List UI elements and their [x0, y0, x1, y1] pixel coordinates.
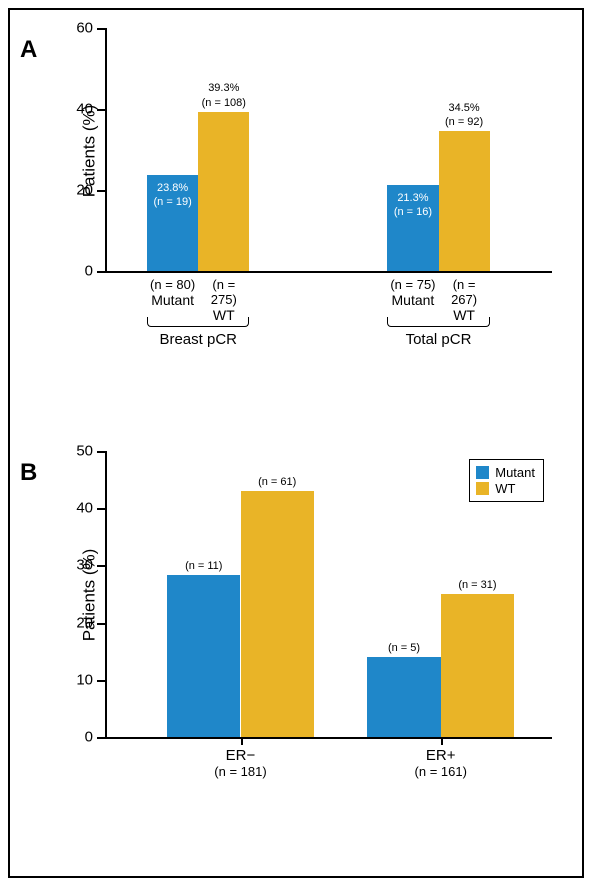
bar: 39.3%(n = 108) — [198, 112, 249, 271]
figure-container: A 020406023.8%(n = 19)(n = 80)Mutant39.3… — [8, 8, 584, 878]
bar: (n = 5) — [367, 657, 440, 737]
bar: 34.5%(n = 92) — [439, 131, 490, 271]
x-category: (n = 80)Mutant — [147, 271, 198, 308]
panel-b: B 01020304050(n = 11)(n = 61)ER−(n = 181… — [10, 451, 582, 876]
ytick-label: 0 — [85, 263, 107, 280]
legend-label: Mutant — [495, 465, 535, 480]
legend-item: Mutant — [476, 465, 535, 480]
bar-value-label: (n = 31) — [417, 578, 537, 594]
group-label: Breast pCR — [147, 331, 249, 348]
panel-b-legend: MutantWT — [469, 459, 544, 502]
bar: (n = 31) — [441, 594, 514, 737]
group-label: Total pCR — [387, 331, 489, 348]
ytick-label: 60 — [76, 20, 107, 37]
bar-value-label: (n = 61) — [217, 475, 337, 491]
legend-swatch — [476, 466, 489, 479]
ytick-label: 50 — [76, 443, 107, 460]
panel-a-label: A — [20, 36, 37, 64]
panel-a: A 020406023.8%(n = 19)(n = 80)Mutant39.3… — [10, 28, 582, 433]
bar: 21.3%(n = 16) — [387, 185, 438, 271]
panel-a-chart: 020406023.8%(n = 19)(n = 80)Mutant39.3%(… — [105, 28, 552, 273]
group-bracket — [147, 317, 249, 327]
bar: 23.8%(n = 19) — [147, 175, 198, 271]
panel-b-ylabel: Patients (%) — [79, 549, 99, 642]
x-category: (n = 267)WT — [439, 271, 490, 323]
bar: (n = 11) — [167, 575, 240, 737]
xtick — [241, 737, 243, 745]
bar-value-label: 39.3%(n = 108) — [164, 81, 284, 112]
panel-a-ylabel: Patients (%) — [79, 104, 99, 197]
panel-b-label: B — [20, 459, 37, 487]
group-bracket — [387, 317, 489, 327]
legend-swatch — [476, 482, 489, 495]
bar-value-label: 34.5%(n = 92) — [404, 101, 524, 132]
bar: (n = 61) — [241, 491, 314, 737]
ytick-label: 40 — [76, 500, 107, 517]
panel-b-chart: 01020304050(n = 11)(n = 61)ER−(n = 181)(… — [105, 451, 552, 739]
x-group-label: ER+(n = 161) — [367, 747, 514, 779]
legend-item: WT — [476, 481, 535, 496]
ytick-label: 10 — [76, 671, 107, 688]
x-category: (n = 75)Mutant — [387, 271, 438, 308]
x-category: (n = 275)WT — [198, 271, 249, 323]
ytick-label: 0 — [85, 729, 107, 746]
panel-a-plot: 020406023.8%(n = 19)(n = 80)Mutant39.3%(… — [105, 28, 552, 273]
xtick — [441, 737, 443, 745]
x-group-label: ER−(n = 181) — [167, 747, 314, 779]
legend-label: WT — [495, 481, 515, 496]
